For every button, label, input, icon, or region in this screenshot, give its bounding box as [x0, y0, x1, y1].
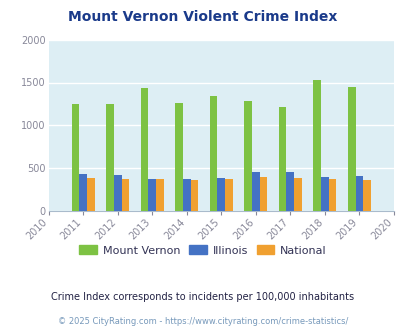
- Bar: [217, 178, 224, 211]
- Bar: [320, 177, 328, 211]
- Bar: [355, 176, 362, 211]
- Bar: [224, 179, 232, 211]
- Bar: [362, 180, 370, 211]
- Bar: [141, 88, 148, 211]
- Bar: [190, 180, 198, 211]
- Bar: [79, 174, 87, 211]
- Bar: [106, 104, 114, 211]
- Bar: [209, 96, 217, 211]
- Bar: [278, 107, 286, 211]
- Bar: [244, 101, 252, 211]
- Bar: [293, 178, 301, 211]
- Bar: [114, 175, 121, 211]
- Bar: [328, 179, 335, 211]
- Bar: [259, 177, 266, 211]
- Bar: [87, 178, 94, 211]
- Bar: [252, 172, 259, 211]
- Bar: [183, 180, 190, 211]
- Bar: [156, 180, 163, 211]
- Bar: [148, 180, 156, 211]
- Bar: [347, 87, 355, 211]
- Text: Crime Index corresponds to incidents per 100,000 inhabitants: Crime Index corresponds to incidents per…: [51, 292, 354, 302]
- Bar: [72, 104, 79, 211]
- Bar: [313, 81, 320, 211]
- Bar: [121, 179, 129, 211]
- Legend: Mount Vernon, Illinois, National: Mount Vernon, Illinois, National: [75, 241, 330, 260]
- Text: Mount Vernon Violent Crime Index: Mount Vernon Violent Crime Index: [68, 10, 337, 24]
- Text: © 2025 CityRating.com - https://www.cityrating.com/crime-statistics/: © 2025 CityRating.com - https://www.city…: [58, 317, 347, 326]
- Bar: [175, 103, 183, 211]
- Bar: [286, 172, 293, 211]
